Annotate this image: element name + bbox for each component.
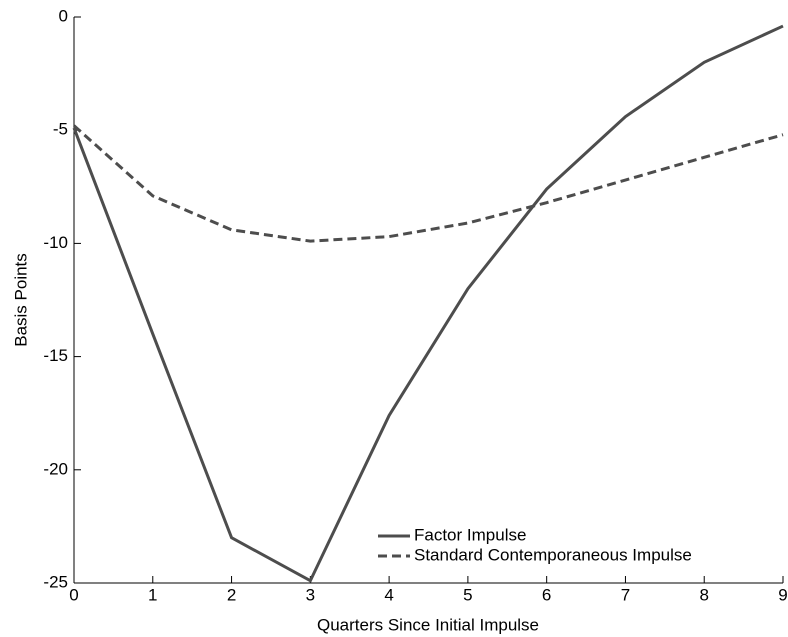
y-axis-label: Basis Points xyxy=(11,253,30,347)
x-axis-label: Quarters Since Initial Impulse xyxy=(317,615,539,634)
x-tick-label: 6 xyxy=(542,585,551,604)
x-tick-label: 7 xyxy=(621,585,630,604)
x-tick-label: 9 xyxy=(778,585,787,604)
y-tick-label: -25 xyxy=(43,572,68,591)
x-tick-label: 4 xyxy=(384,585,393,604)
y-tick-label: 0 xyxy=(59,6,68,25)
x-tick-label: 3 xyxy=(306,585,315,604)
series-line xyxy=(73,124,784,243)
legend-label: Standard Contemporaneous Impulse xyxy=(414,545,692,564)
y-tick-label: -5 xyxy=(53,120,68,139)
x-tick-label: 0 xyxy=(69,585,78,604)
y-tick-label: -20 xyxy=(43,459,68,478)
y-tick-label: -10 xyxy=(43,233,68,252)
x-tick-label: 2 xyxy=(227,585,236,604)
series-line xyxy=(72,24,784,583)
y-tick-label: -15 xyxy=(43,346,68,365)
x-tick-label: 8 xyxy=(699,585,708,604)
x-tick-label: 1 xyxy=(148,585,157,604)
x-tick-label: 5 xyxy=(463,585,472,604)
legend-label: Factor Impulse xyxy=(414,525,526,544)
